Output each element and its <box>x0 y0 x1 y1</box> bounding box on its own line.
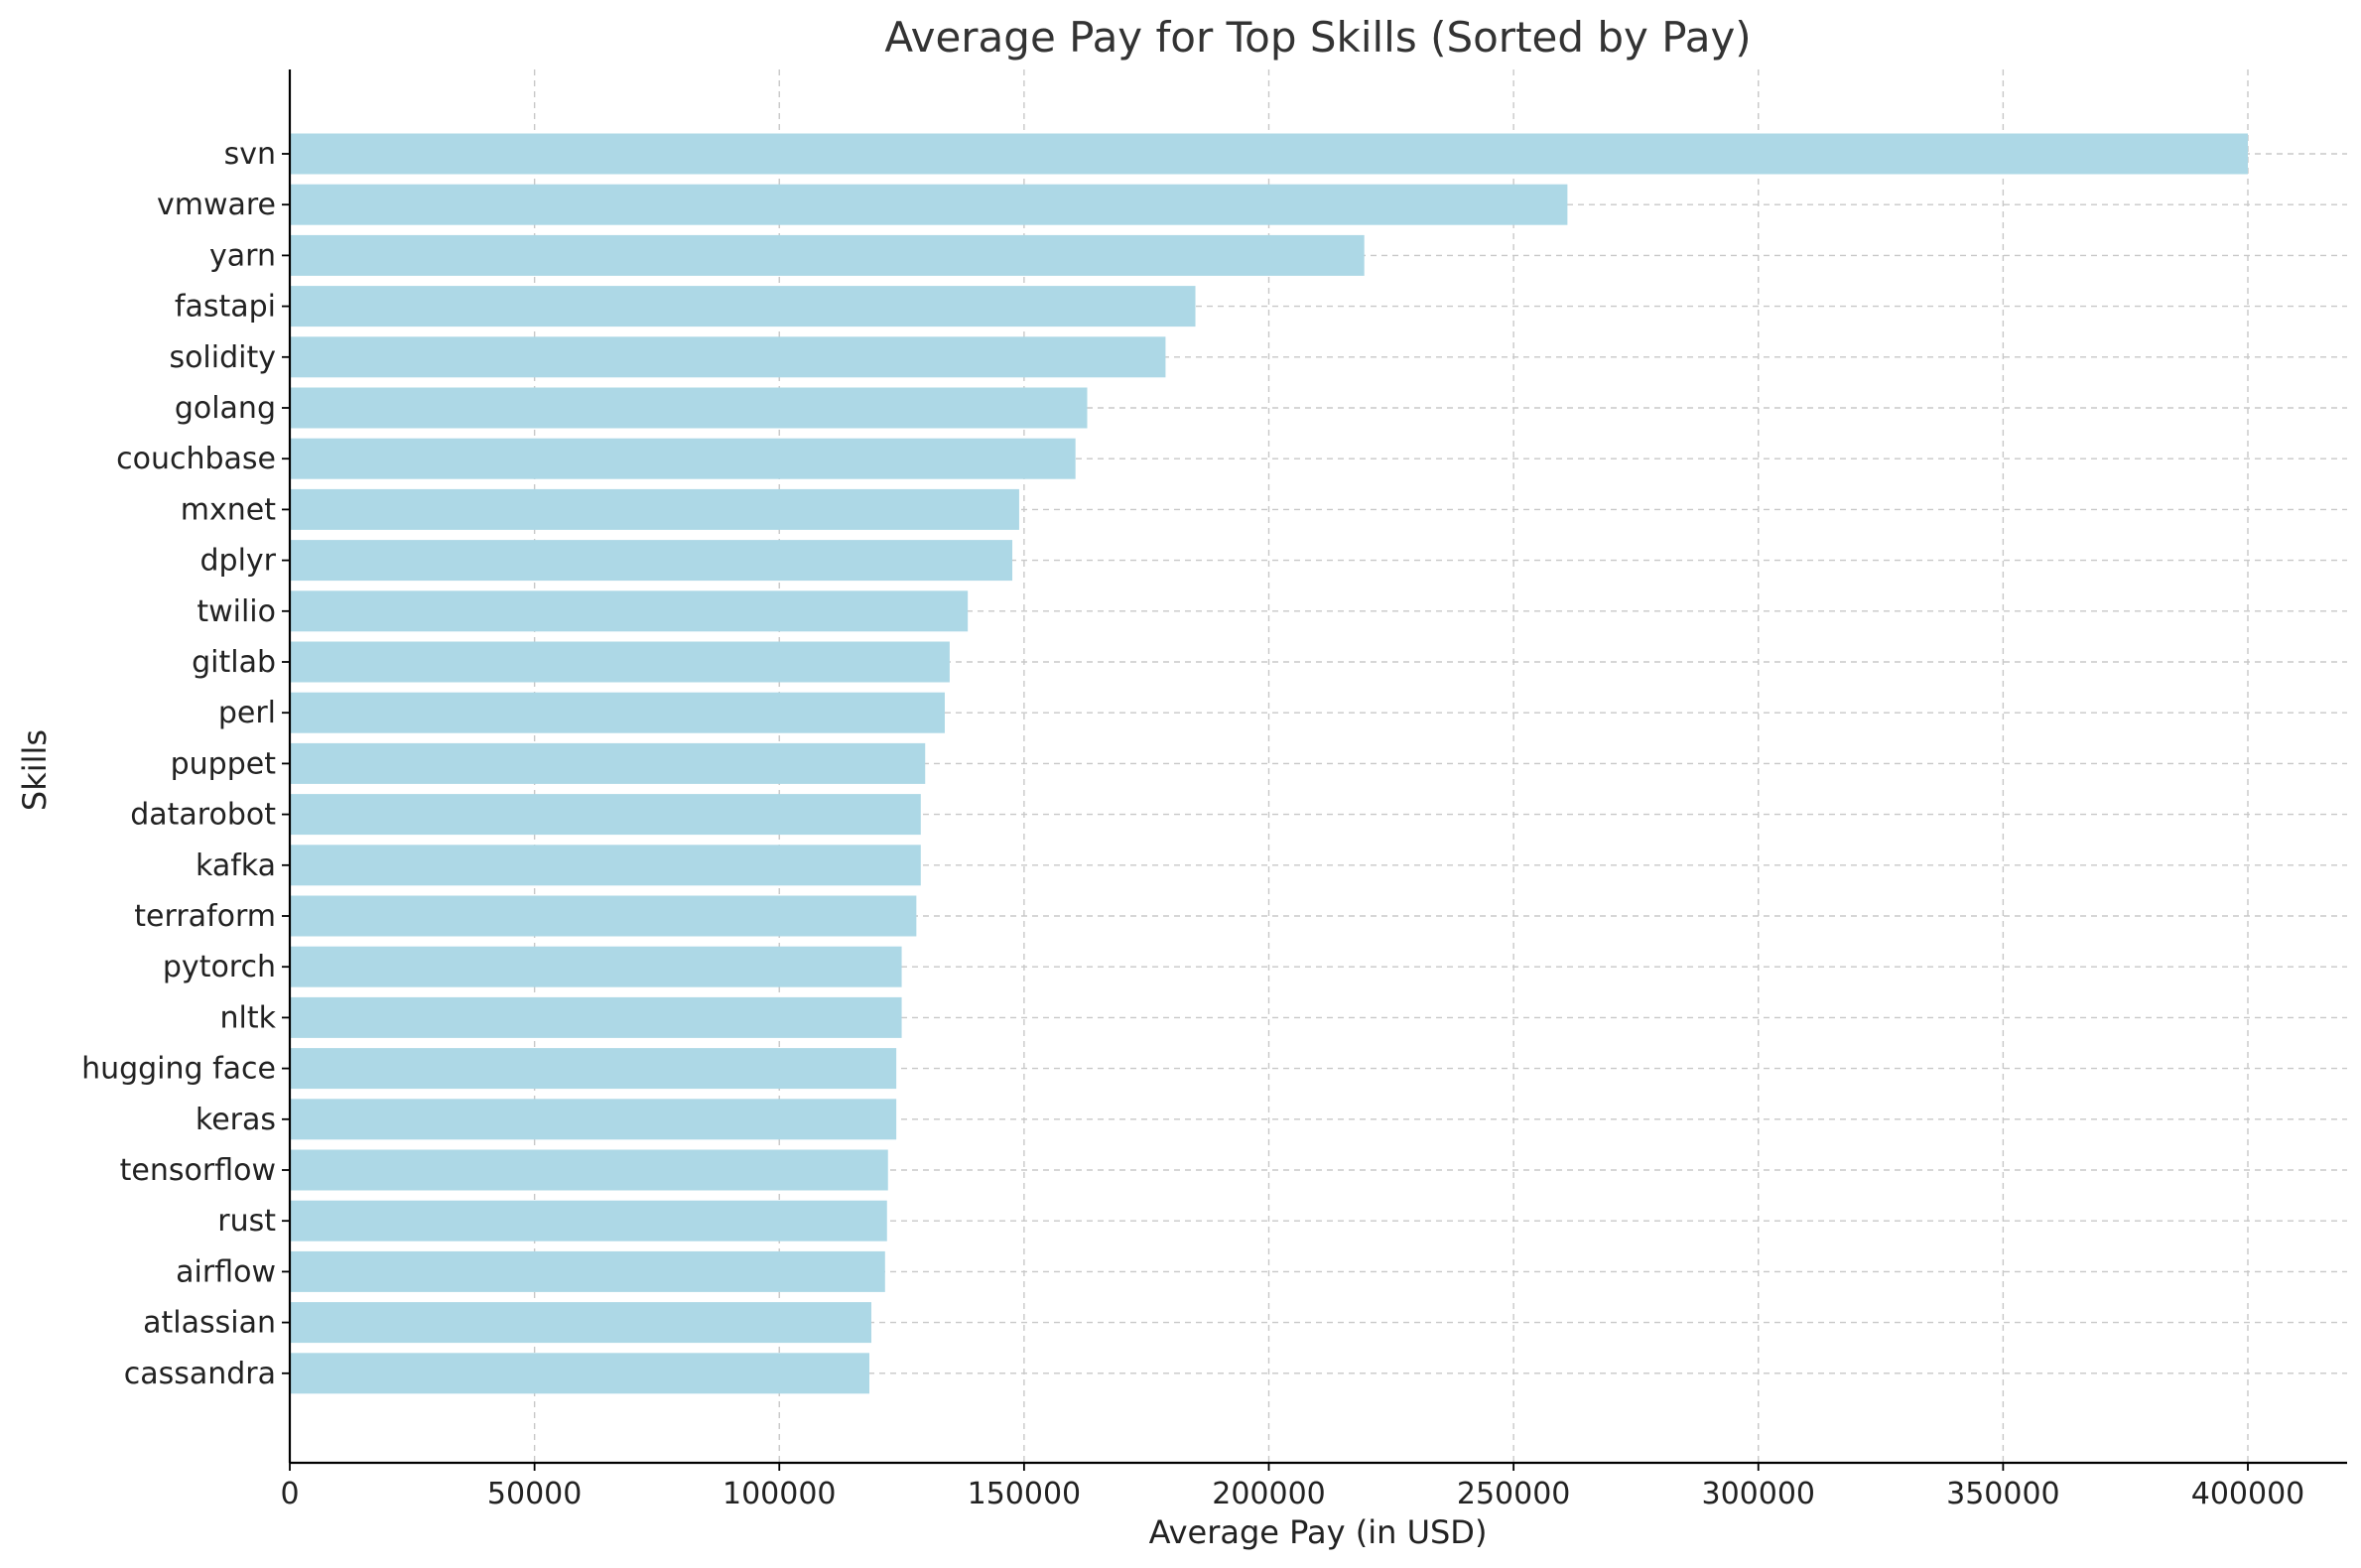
bar-fastapi <box>290 286 1196 327</box>
x-tick-label: 300000 <box>1701 1477 1815 1511</box>
bar-vmware <box>290 184 1568 225</box>
bar-puppet <box>290 742 926 784</box>
bar-perl <box>290 692 945 733</box>
y-tick-label: dplyr <box>199 544 276 579</box>
y-axis-label: Skills <box>16 729 54 811</box>
x-tick-label: 400000 <box>2191 1477 2305 1511</box>
bar-atlassian <box>290 1302 871 1344</box>
y-tick-label: couchbase <box>116 442 276 476</box>
y-tick-label: hugging face <box>81 1052 276 1087</box>
y-tick-label: datarobot <box>130 798 276 833</box>
x-tick-label: 200000 <box>1212 1477 1326 1511</box>
x-tick-label: 350000 <box>1946 1477 2060 1511</box>
x-axis-label: Average Pay (in USD) <box>1149 1513 1488 1551</box>
y-tick-label: rust <box>217 1204 276 1239</box>
bar-keras <box>290 1099 897 1140</box>
bar-pytorch <box>290 946 902 987</box>
bar-cassandra <box>290 1353 870 1394</box>
bar-gitlab <box>290 641 950 683</box>
y-tick-label: atlassian <box>143 1306 276 1341</box>
bar-airflow <box>290 1250 885 1292</box>
y-tick-label: kafka <box>196 849 276 883</box>
y-tick-label: pytorch <box>163 950 276 984</box>
y-ticks: svn vmware yarn fastapi solidity golang couchb… <box>81 137 290 1391</box>
bar-dplyr <box>290 540 1013 582</box>
x-tick-label: 100000 <box>722 1477 837 1511</box>
y-tick-label: airflow <box>176 1254 276 1289</box>
bar-nltk <box>290 996 902 1038</box>
bar-yarn <box>290 234 1365 276</box>
y-tick-label: terraform <box>134 899 276 934</box>
y-tick-label: vmware <box>157 188 276 222</box>
y-tick-label: gitlab <box>192 645 276 680</box>
bar-tensorflow <box>290 1149 888 1191</box>
y-tick-label: tensorflow <box>120 1153 276 1188</box>
x-tick-label: 250000 <box>1457 1477 1571 1511</box>
x-tick-label: 50000 <box>487 1477 582 1511</box>
bar-mxnet <box>290 488 1019 530</box>
y-tick-label: yarn <box>209 238 276 273</box>
y-tick-label: solidity <box>169 340 276 375</box>
y-tick-label: twilio <box>197 594 276 629</box>
bar-golang <box>290 387 1088 429</box>
bar-rust <box>290 1200 887 1241</box>
bar-svn <box>290 133 2248 175</box>
bar-datarobot <box>290 794 921 836</box>
bar-couchbase <box>290 438 1076 479</box>
y-tick-label: golang <box>175 391 276 426</box>
bars <box>290 133 2248 1394</box>
y-tick-label: puppet <box>171 746 277 781</box>
bar-terraform <box>290 895 917 937</box>
bar-solidity <box>290 336 1166 378</box>
chart-title: Average Pay for Top Skills (Sorted by Pa… <box>884 13 1751 62</box>
y-tick-label: nltk <box>220 1000 277 1035</box>
x-tick-label: 150000 <box>968 1477 1082 1511</box>
bar-hugging-face <box>290 1048 897 1090</box>
y-tick-label: fastapi <box>175 290 276 325</box>
y-tick-label: perl <box>218 696 276 730</box>
bar-kafka <box>290 845 921 886</box>
x-tick-label: 0 <box>280 1477 299 1511</box>
y-tick-label: svn <box>224 137 276 172</box>
y-tick-label: keras <box>196 1103 276 1137</box>
y-tick-label: mxnet <box>181 492 276 527</box>
x-ticks: 0 50000 100000 150000 200000 250000 300000 3500… <box>280 1463 2304 1511</box>
y-tick-label: cassandra <box>124 1357 276 1391</box>
axes <box>288 69 2347 1465</box>
bar-twilio <box>290 590 969 632</box>
